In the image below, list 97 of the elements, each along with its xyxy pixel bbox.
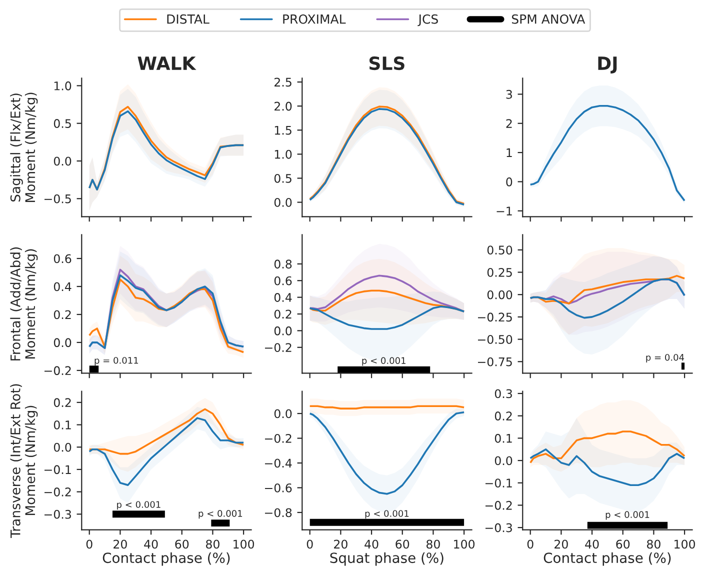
y-tick-label: −0.2: [486, 500, 512, 510]
x-axis-title: Contact phase (%): [544, 552, 671, 566]
y-tick-label: 0.6: [274, 276, 292, 286]
x-tick-label: 100: [454, 540, 475, 549]
y-tick-label: −0.50: [478, 335, 512, 344]
x-tick-label: 60: [396, 540, 410, 549]
line-series: [529, 278, 686, 319]
x-tick-label: 100: [234, 540, 254, 549]
y-tick-label: 0.2: [54, 310, 71, 320]
y-tick-label: 1.0: [274, 150, 292, 159]
chart-title: SLS: [369, 56, 404, 70]
y-tick-label: 0.2: [494, 412, 512, 420]
y-tick-label: 1: [506, 148, 512, 158]
y-tick-label: 0.0: [274, 326, 292, 336]
y-tick-label: 0.0: [54, 338, 72, 348]
line-series: [308, 274, 465, 312]
y-tick-label: 0.4: [274, 293, 292, 302]
y-tick-label: −0.1: [44, 465, 71, 474]
chart-title: WALK: [138, 56, 196, 70]
y-tick-label: −0.2: [44, 488, 71, 496]
line-series: [529, 430, 686, 464]
line-series: [529, 104, 686, 202]
y-tick-label: 0.4: [54, 282, 72, 292]
y-tick-label: 2.0: [274, 102, 292, 111]
legend-label: DISTAL: [167, 14, 210, 24]
y-tick-label: −0.5: [44, 194, 71, 204]
annotation: p < 0.001: [606, 511, 650, 520]
y-tick-label: 0.00: [487, 290, 512, 300]
x-tick-label: 60: [175, 540, 189, 549]
line-series: [529, 448, 686, 486]
y-tick-label: 0.6: [54, 254, 72, 264]
x-tick-label: 40: [364, 540, 378, 549]
y-tick-label: 2: [506, 119, 512, 128]
x-axis-title: Contact phase (%): [102, 552, 230, 566]
y-tick-label: 1.5: [274, 126, 292, 135]
x-tick-label: 0: [86, 540, 92, 549]
y-tick-label: 0.8: [274, 260, 292, 269]
y-tick-label: 0: [506, 177, 512, 186]
legend-label: JCS: [418, 14, 438, 26]
x-tick-label: 20: [554, 540, 568, 549]
y-tick-label: 0.5: [54, 119, 71, 128]
x-tick-label: 20: [334, 540, 348, 549]
x-tick-label: 80: [426, 540, 440, 549]
y-tick-label: 0.1: [494, 434, 512, 443]
line-series: [88, 408, 244, 455]
y-tick-label: −0.2: [265, 434, 292, 443]
y-tick-label: 0.0: [274, 409, 292, 418]
x-tick-label: 40: [585, 540, 599, 549]
y-axis-title: Frontal (Add/Abd) Moment (Nm/kg): [10, 247, 38, 360]
x-tick-label: 60: [616, 540, 630, 549]
line-series: [308, 411, 465, 495]
x-tick-label: 20: [114, 540, 127, 549]
x-tick-label: 80: [646, 540, 660, 549]
y-tick-label: −0.3: [486, 523, 512, 532]
y-tick-label: 0.2: [54, 398, 71, 408]
y-tick-label: −0.25: [478, 312, 512, 322]
annotation: p < 0.001: [198, 510, 242, 519]
annotation: p < 0.001: [117, 501, 160, 510]
y-tick-label: 0.2: [274, 310, 292, 319]
y-tick-label: 0.0: [494, 456, 512, 466]
y-tick-label: 0.0: [54, 156, 72, 166]
line-series: [308, 306, 465, 330]
y-tick-label: 0.0: [54, 442, 72, 452]
y-tick-label: −0.2: [44, 366, 71, 376]
y-tick-label: 0.3: [494, 389, 512, 398]
annotation: p < 0.001: [365, 510, 409, 519]
y-tick-label: −1: [496, 206, 512, 216]
y-tick-label: 1.0: [54, 81, 72, 90]
line-series: [88, 417, 244, 486]
chart-title: DJ: [598, 56, 617, 74]
y-tick-label: −0.4: [265, 458, 292, 468]
y-tick-label: 0.1: [54, 420, 71, 430]
x-tick-label: 100: [674, 540, 696, 549]
x-axis-title: Squat phase (%): [330, 552, 444, 566]
legend-label: SPM ANOVA: [512, 14, 586, 24]
annotation: p = 0.04: [646, 354, 684, 363]
annotation: p = 0.011: [94, 356, 138, 366]
y-axis-title: Sagittal (Flx/Ext) Moment (Nm/kg): [10, 92, 38, 202]
y-tick-label: −0.75: [478, 357, 512, 366]
x-tick-label: 40: [144, 540, 158, 549]
x-tick-label: 0: [527, 540, 534, 549]
y-tick-label: 0.50: [487, 246, 512, 255]
y-tick-label: −0.3: [44, 510, 71, 519]
legend-label: PROXIMAL: [283, 14, 346, 24]
x-tick-label: 80: [206, 540, 220, 549]
y-axis-title: Transverse (Int/Ext Rot) Moment (Nm/kg): [10, 384, 38, 538]
y-tick-label: 0.0: [274, 198, 292, 207]
y-tick-label: −0.1: [486, 478, 512, 488]
y-tick-label: −0.6: [265, 483, 292, 492]
y-tick-label: −0.2: [265, 343, 292, 352]
y-tick-label: −0.8: [265, 508, 292, 518]
y-tick-label: 0.5: [274, 174, 292, 183]
x-tick-label: 0: [306, 540, 313, 549]
y-tick-label: 3: [506, 90, 512, 99]
y-tick-label: 0.25: [487, 268, 512, 277]
y-tick-label: 2.5: [274, 78, 292, 87]
annotation: p < 0.001: [362, 357, 406, 366]
